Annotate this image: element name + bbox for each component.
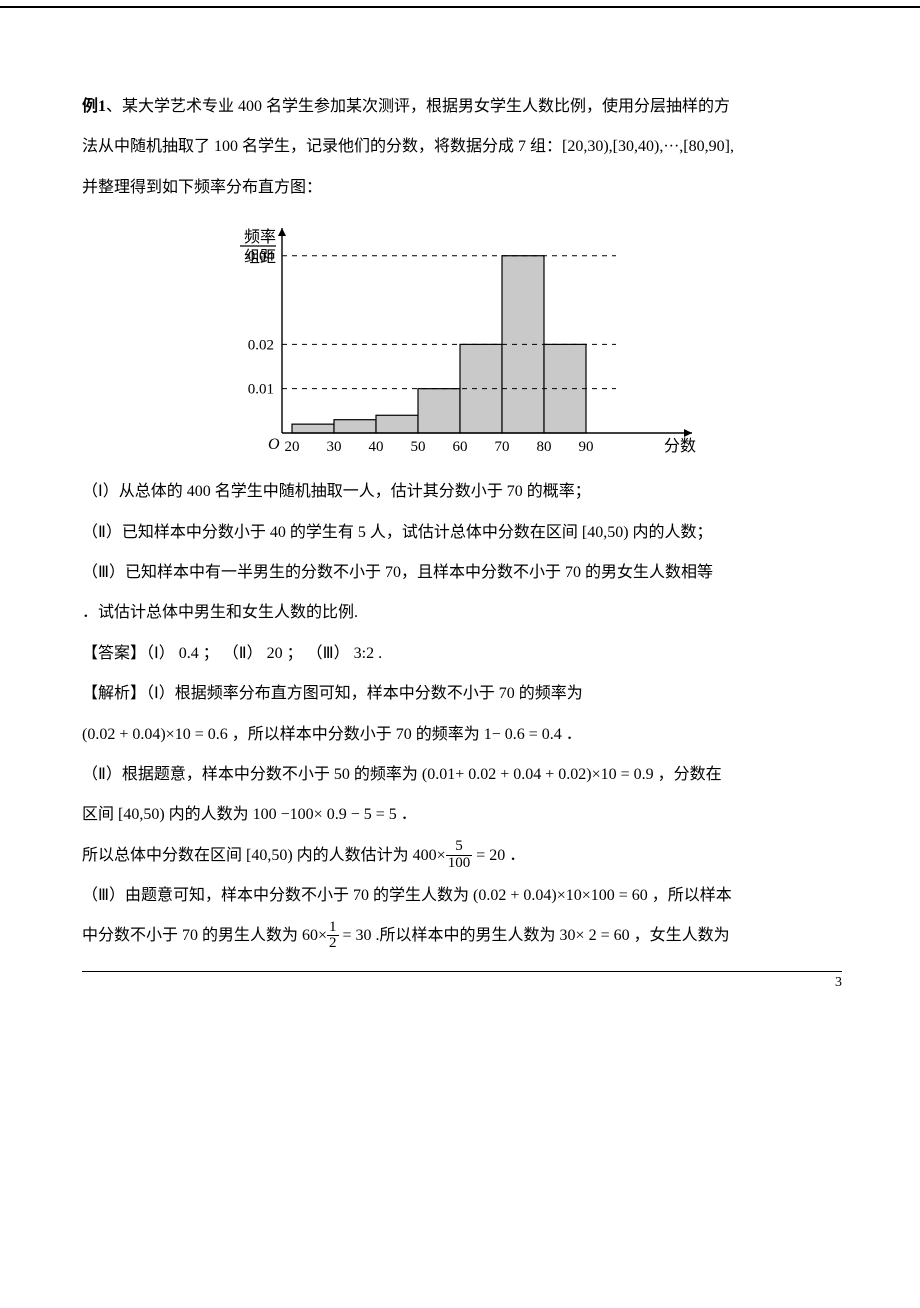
sol7b: = 30 .所以样本中的男生人数为 30× 2 = 60 ，女生人数为 <box>339 927 730 944</box>
svg-text:组距: 组距 <box>244 248 276 266</box>
svg-text:O: O <box>268 436 280 453</box>
answers-text: （Ⅰ） 0.4 ； （Ⅱ） 20 ； （Ⅲ） 3:2 . <box>146 645 382 662</box>
answers-label: 【答案】 <box>82 645 146 662</box>
histogram-svg: 0.010.020.042030405060708090O频率组距分数 <box>212 213 712 463</box>
answers: 【答案】（Ⅰ） 0.4 ； （Ⅱ） 20 ； （Ⅲ） 3:2 . <box>82 635 842 673</box>
solution-label: 【解析】 <box>82 685 146 702</box>
frac-num: 1 <box>327 920 339 936</box>
page-number: 3 <box>835 966 842 1000</box>
svg-text:80: 80 <box>537 439 552 455</box>
intro-1: 某大学艺术专业 400 名学生参加某次测评，根据男女学生人数比例，使用分层抽样的… <box>122 98 730 115</box>
solution-line-4: 区间 [40,50) 内的人数为 100 −100× 0.9 − 5 = 5 ． <box>82 796 842 834</box>
svg-text:30: 30 <box>327 439 342 455</box>
part-3b: ．试估计总体中男生和女生人数的比例. <box>82 594 842 632</box>
svg-text:0.02: 0.02 <box>248 338 274 354</box>
problem-intro-line1: 例1、某大学艺术专业 400 名学生参加某次测评，根据男女学生人数比例，使用分层… <box>82 88 842 126</box>
frac-den: 2 <box>327 935 339 952</box>
solution-line-2: (0.02 + 0.04)×10 = 0.6 ，所以样本中分数小于 70 的频率… <box>82 716 842 754</box>
svg-text:20: 20 <box>285 439 300 455</box>
sol5b: = 20 ． <box>472 847 525 864</box>
part-3a: （Ⅲ）已知样本中有一半男生的分数不小于 70，且样本中分数不小于 70 的男女生… <box>82 554 842 592</box>
solution-line-7: 中分数不小于 70 的男生人数为 60×12 = 30 .所以样本中的男生人数为… <box>82 917 842 955</box>
solution-line-6: （Ⅲ）由题意可知，样本中分数不小于 70 的学生人数为 (0.02 + 0.04… <box>82 877 842 915</box>
svg-text:60: 60 <box>453 439 468 455</box>
svg-text:分数: 分数 <box>664 437 696 455</box>
histogram-figure: 0.010.020.042030405060708090O频率组距分数 <box>82 213 842 463</box>
part-2: （Ⅱ）已知样本中分数小于 40 的学生有 5 人，试估计总体中分数在区间 [40… <box>82 514 842 552</box>
frac-num: 5 <box>446 839 473 855</box>
page: 例1、某大学艺术专业 400 名学生参加某次测评，根据男女学生人数比例，使用分层… <box>0 6 920 1018</box>
svg-text:90: 90 <box>579 439 594 455</box>
solution-line-1: 【解析】（Ⅰ）根据频率分布直方图可知，样本中分数不小于 70 的频率为 <box>82 675 842 713</box>
sol7a: 中分数不小于 70 的男生人数为 60× <box>82 927 327 944</box>
svg-text:频率: 频率 <box>244 228 276 246</box>
problem-intro-line2: 法从中随机抽取了 100 名学生，记录他们的分数，将数据分成 7 组：[20,3… <box>82 128 842 166</box>
svg-text:40: 40 <box>369 439 384 455</box>
problem-intro-line3: 并整理得到如下频率分布直方图： <box>82 169 842 207</box>
footer-rule <box>82 971 842 972</box>
sol5a: 所以总体中分数在区间 [40,50) 内的人数估计为 400× <box>82 847 446 864</box>
svg-text:70: 70 <box>495 439 510 455</box>
fraction-5-over-100: 5100 <box>446 839 473 872</box>
solution-line-3: （Ⅱ）根据题意，样本中分数不小于 50 的频率为 (0.01+ 0.02 + 0… <box>82 756 842 794</box>
solution-line-5: 所以总体中分数在区间 [40,50) 内的人数估计为 400×5100 = 20… <box>82 837 842 875</box>
frac-den: 100 <box>446 855 473 872</box>
fraction-1-over-2: 12 <box>327 920 339 953</box>
sol1: （Ⅰ）根据频率分布直方图可知，样本中分数不小于 70 的频率为 <box>146 685 583 702</box>
example-label: 例1 <box>82 98 106 115</box>
svg-text:50: 50 <box>411 439 426 455</box>
svg-text:0.01: 0.01 <box>248 382 274 398</box>
part-1: （Ⅰ）从总体的 400 名学生中随机抽取一人，估计其分数小于 70 的概率； <box>82 473 842 511</box>
